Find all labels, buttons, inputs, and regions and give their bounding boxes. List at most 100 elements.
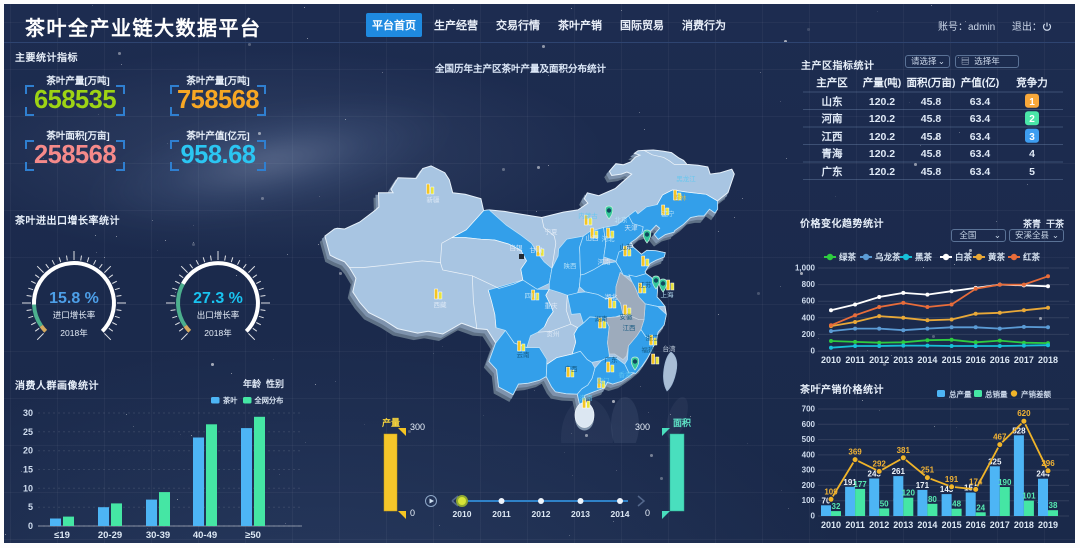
svg-text:海南: 海南 [580,393,594,402]
svg-text:甘肃: 甘肃 [530,245,544,254]
svg-text:青海: 青海 [822,147,843,160]
svg-text:湖南: 湖南 [595,314,609,323]
svg-text:63.4: 63.4 [970,148,991,160]
svg-text:澳门: 澳门 [597,376,610,385]
svg-text:乌龙茶: 乌龙茶 [875,252,901,262]
svg-text:20-29: 20-29 [98,530,122,541]
svg-text:30-39: 30-39 [146,530,170,541]
svg-text:江苏: 江苏 [639,280,653,289]
svg-text:70: 70 [822,496,831,505]
svg-text:2010: 2010 [821,520,841,530]
svg-text:0: 0 [410,508,415,518]
svg-text:湖北: 湖北 [605,292,619,301]
svg-text:2017: 2017 [1014,355,1034,365]
svg-text:2011: 2011 [492,509,511,519]
svg-text:江西: 江西 [623,324,637,332]
svg-text:38: 38 [1049,501,1058,510]
svg-text:浙江: 浙江 [646,333,660,342]
svg-text:西藏: 西藏 [434,300,448,309]
svg-text:296: 296 [1041,459,1055,468]
svg-text:2016: 2016 [990,355,1010,365]
svg-text:2017: 2017 [990,520,1010,530]
svg-text:白茶: 白茶 [955,252,973,262]
svg-text:黑龙江: 黑龙江 [676,174,696,183]
svg-text:400: 400 [802,313,816,322]
svg-text:143: 143 [940,485,954,494]
svg-text:2014: 2014 [917,355,937,365]
svg-text:45.8: 45.8 [921,131,942,143]
svg-text:总产量: 总产量 [949,389,972,399]
svg-text:2016: 2016 [966,520,986,530]
svg-text:190: 190 [998,478,1012,487]
svg-text:1,000: 1,000 [795,264,816,273]
svg-text:宁夏: 宁夏 [545,227,559,236]
svg-text:45.8: 45.8 [921,148,942,160]
svg-text:山东: 山东 [620,242,634,251]
svg-text:≥50: ≥50 [245,530,261,541]
svg-text:产值(亿): 产值(亿) [961,76,1000,89]
svg-text:325: 325 [988,457,1002,466]
svg-text:进口增长率: 进口增长率 [53,310,96,320]
svg-text:面积: 面积 [673,417,691,428]
svg-text:245: 245 [868,470,882,479]
svg-text:300: 300 [802,466,816,475]
svg-text:2014: 2014 [917,520,937,530]
svg-text:0: 0 [645,508,650,518]
svg-text:200: 200 [802,330,816,339]
svg-text:2018年: 2018年 [204,328,232,338]
svg-text:2011: 2011 [845,520,865,530]
svg-text:重庆: 重庆 [545,301,559,310]
svg-text:63.4: 63.4 [970,131,991,143]
svg-text:24: 24 [976,503,985,512]
svg-text:陕西: 陕西 [564,261,578,270]
svg-text:茶叶: 茶叶 [222,396,238,405]
svg-text:北京: 北京 [615,215,629,224]
svg-text:5: 5 [28,502,33,512]
svg-text:2012: 2012 [869,520,889,530]
svg-text:主产区: 主产区 [816,76,848,89]
svg-text:安徽: 安徽 [620,312,634,321]
svg-text:2012: 2012 [869,355,889,365]
svg-text:120.2: 120.2 [869,148,895,160]
svg-text:528: 528 [1012,426,1026,435]
svg-text:5: 5 [1029,166,1035,178]
svg-text:绿茶: 绿茶 [839,252,857,262]
svg-text:2018: 2018 [1038,355,1058,365]
svg-text:2010: 2010 [453,509,472,519]
svg-text:贵州: 贵州 [547,329,560,338]
svg-text:40-49: 40-49 [193,530,217,541]
svg-text:15: 15 [23,465,33,475]
svg-text:天津: 天津 [625,224,639,232]
svg-text:120.2: 120.2 [869,131,895,143]
svg-text:120.2: 120.2 [869,166,895,178]
svg-text:63.4: 63.4 [970,113,991,125]
svg-text:产量: 产量 [382,417,400,428]
svg-text:120: 120 [902,489,916,498]
svg-text:河南: 河南 [822,112,843,125]
svg-text:120.2: 120.2 [869,113,895,125]
svg-text:191: 191 [843,478,857,487]
svg-text:4: 4 [1029,148,1035,160]
svg-text:32: 32 [832,502,841,511]
svg-text:30: 30 [23,408,33,418]
svg-text:0: 0 [811,512,816,521]
svg-text:四川: 四川 [525,292,538,300]
svg-text:27.3 %: 27.3 % [193,290,243,307]
svg-text:109: 109 [824,487,838,496]
svg-text:261: 261 [892,467,906,476]
svg-text:台湾: 台湾 [663,344,677,353]
svg-text:45.8: 45.8 [921,96,942,108]
svg-text:300: 300 [410,422,425,432]
svg-text:369: 369 [848,448,862,457]
svg-text:620: 620 [1017,409,1031,418]
svg-text:全网分布: 全网分布 [254,396,284,405]
svg-text:251: 251 [921,466,935,475]
svg-text:吉林: 吉林 [674,193,688,202]
svg-text:300: 300 [635,422,650,432]
svg-text:2010: 2010 [821,355,841,365]
svg-text:2015: 2015 [942,355,962,365]
svg-text:2012: 2012 [532,509,551,519]
svg-text:2016: 2016 [966,355,986,365]
svg-text:174: 174 [969,477,983,486]
svg-text:10: 10 [23,483,33,493]
